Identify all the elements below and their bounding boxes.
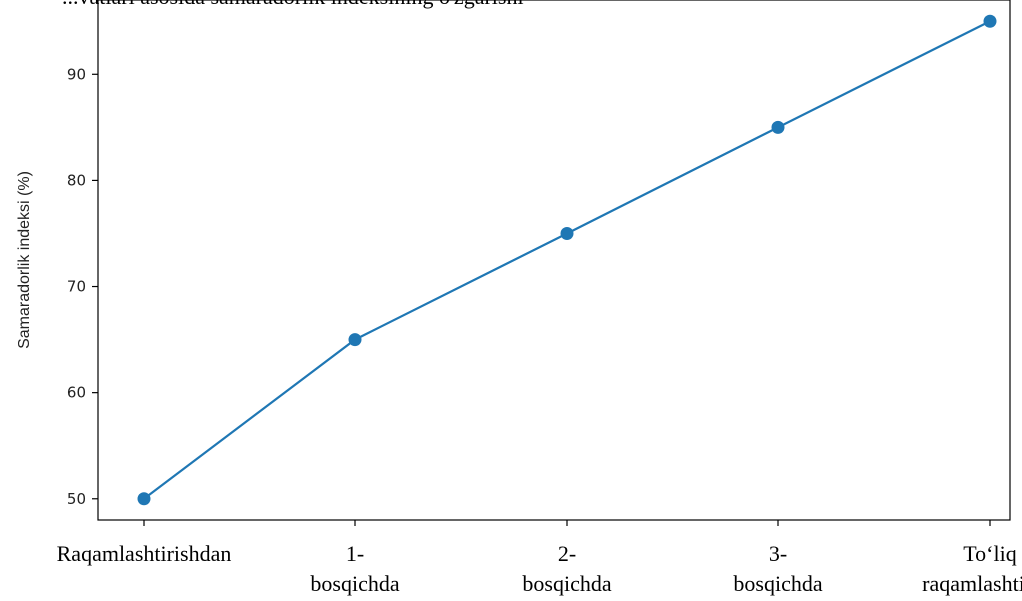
series-line (144, 21, 990, 499)
data-point (349, 333, 362, 346)
y-axis-label: Samaradorlik indeksi (%) (16, 171, 33, 349)
y-tick-label: 70 (67, 278, 86, 296)
x-tick-label: 3- bosqichda (733, 541, 822, 596)
x-tick-label-line: bosqichda (310, 571, 399, 596)
x-tick-label-line: bosqichda (522, 571, 611, 596)
data-point (772, 121, 785, 134)
x-tick-label-line: Raqamlashtirishdan (57, 541, 232, 566)
data-point (138, 492, 151, 505)
x-tick-label: 1- bosqichda (310, 541, 399, 596)
labels: Samaradorlik indeksi (%) (16, 171, 33, 349)
plot-frame (98, 0, 1010, 520)
x-tick-label-line: 3- (769, 541, 787, 566)
y-tick-label: 90 (67, 65, 86, 83)
y-tick-label: 80 (67, 171, 86, 189)
x-tick-label-line: 2- (558, 541, 576, 566)
x-tick-label-line: 1- (346, 541, 364, 566)
x-tick-label: Raqamlashtirishdan (57, 541, 232, 566)
x-tick-label: 2- bosqichda (522, 541, 611, 596)
x-tick-label-line: bosqichda (733, 571, 822, 596)
data-point (984, 15, 997, 28)
x-tick-label-line: raqamlashtirish (922, 571, 1022, 596)
top-cropped-text: ...vatlari asosida samaradorlik indeksin… (62, 0, 524, 9)
data-point (561, 227, 574, 240)
x-ticks: Raqamlashtirishdan 1- bosqichda 2- bosqichda… (57, 520, 1022, 596)
y-ticks: 50 60 70 80 90 (67, 65, 98, 507)
y-tick-label: 60 (67, 384, 86, 402)
x-tick-label-line: To‘liq (963, 541, 1016, 566)
y-tick-label: 50 (67, 490, 86, 508)
top-cropped-text: ...vatlari asosida samaradorlik indeksin… (62, 0, 524, 9)
axes (98, 0, 1010, 520)
x-tick-label: To‘liq raqamlashtirish (922, 541, 1022, 596)
series (138, 15, 997, 506)
